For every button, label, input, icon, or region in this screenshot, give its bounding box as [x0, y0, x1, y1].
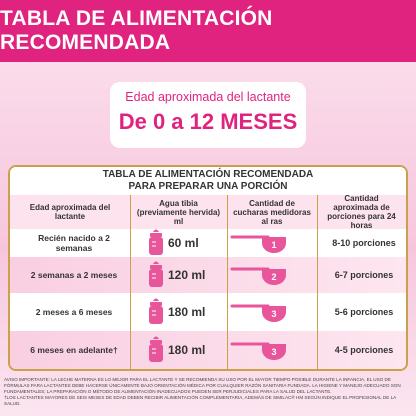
- row-icons: [149, 261, 286, 287]
- bottle-icon: [149, 229, 163, 255]
- age-cell: 6 meses en adelante†: [30, 345, 118, 355]
- table-title-line: PARA PREPARAR UNA PORCIÓN: [128, 181, 288, 192]
- row-bg: [10, 229, 406, 257]
- column-separator: [227, 195, 228, 369]
- scoop-count: 2: [271, 272, 277, 282]
- column-header: Cantidad de cucharas medidoras al ras: [233, 198, 311, 226]
- footnote-line: †LOS LACTANTES MAYORES DE SEIS MESES DE …: [4, 395, 396, 406]
- hero-range: De 0 a 12 MESES: [118, 109, 298, 134]
- row-icons: [149, 298, 286, 324]
- portions-cell: 6-7 porciones: [334, 270, 394, 280]
- table-title-line: TABLA DE ALIMENTACIÓN RECOMENDADA: [102, 169, 314, 180]
- scoop-count: 1: [271, 240, 277, 250]
- column-header: Agua tibia (previamente hervida) ml: [136, 198, 221, 226]
- column-separator: [317, 195, 318, 369]
- row-bg: [10, 331, 406, 369]
- water-cell: 180 ml: [168, 343, 206, 357]
- table-title: TABLA DE ALIMENTACIÓN RECOMENDADA PARA P…: [10, 167, 406, 195]
- footnote: AVISO IMPORTANTE: LA LECHE MATERNA ES LO…: [4, 377, 412, 407]
- age-cell: 2 meses a 6 meses: [35, 307, 113, 317]
- column-separator: [130, 195, 131, 369]
- scoop-icon: [230, 235, 286, 253]
- bottle-icon: [149, 298, 163, 324]
- scoop-count: 3: [271, 309, 277, 319]
- portions-cell: 5-6 porciones: [334, 307, 394, 317]
- portions-cell: 4-5 porciones: [334, 345, 394, 355]
- scoop-icon: [230, 267, 286, 285]
- portions-cell: 8-10 porciones: [332, 238, 396, 248]
- header-title: TABLA DE ALIMENTACIÓN RECOMENDADA: [0, 0, 416, 62]
- row-bg: [10, 293, 406, 331]
- water-cell: 180 ml: [168, 305, 206, 319]
- row-bg: [10, 257, 406, 293]
- column-header: Cantidad aproximada de porciones para 24…: [327, 194, 396, 230]
- bottle-icon: [149, 336, 163, 362]
- water-cell: 120 ml: [168, 268, 206, 282]
- row-icons: [149, 229, 286, 255]
- feeding-table: TABLA DE ALIMENTACIÓN RECOMENDADA PARA P…: [8, 165, 408, 371]
- bottle-icon: [149, 261, 163, 287]
- row-icons: [149, 336, 286, 362]
- scoop-icon: [230, 304, 286, 322]
- age-cell: Recién nacido a 2 semanas: [38, 233, 110, 253]
- footnote-line: AVISO IMPORTANTE: LA LECHE MATERNA ES LO…: [4, 377, 401, 394]
- scoop-icon: [230, 342, 286, 360]
- column-header: Edad aproximada del lactante: [29, 203, 111, 221]
- hero-label: Edad aproximada del lactante: [125, 90, 291, 104]
- scoop-count: 3: [271, 347, 277, 357]
- age-cell: 2 semanas a 2 meses: [30, 270, 118, 280]
- header-row-bg: [10, 195, 406, 229]
- hero-box: Edad aproximada del lactante De 0 a 12 M…: [110, 82, 306, 148]
- water-cell: 60 ml: [168, 236, 199, 250]
